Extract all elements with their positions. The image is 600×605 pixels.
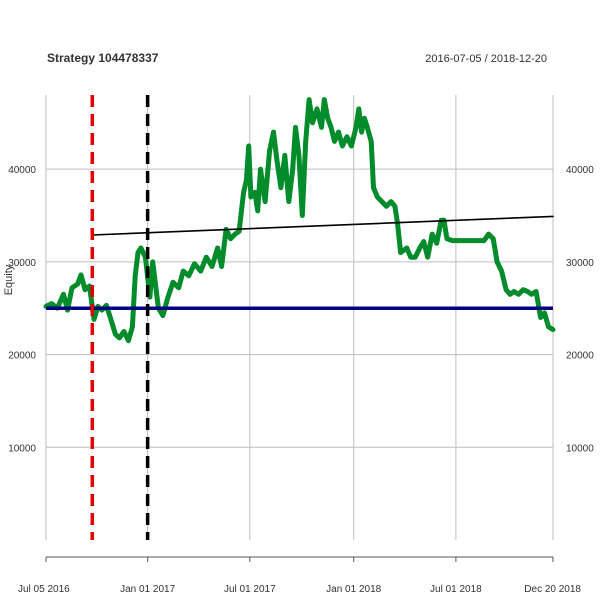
trend-line bbox=[91, 215, 554, 236]
x-tick-label: Jan 01 2017 bbox=[120, 584, 175, 595]
x-tick-label: Jul 01 2017 bbox=[224, 584, 276, 595]
x-tick-label: Jan 01 2018 bbox=[326, 584, 381, 595]
y-axis-label: Equity bbox=[3, 264, 15, 295]
y-tick-label-right: 20000 bbox=[566, 351, 594, 362]
x-tick-label: Jul 05 2016 bbox=[18, 584, 70, 595]
x-tick-label: Dec 20 2018 bbox=[524, 584, 581, 595]
y-tick-label-left: 20000 bbox=[8, 351, 36, 362]
y-tick-label-right: 30000 bbox=[566, 258, 594, 269]
date-range: 2016-07-05 / 2018-12-20 bbox=[425, 53, 547, 65]
y-tick-label-left: 10000 bbox=[8, 443, 36, 454]
y-tick-label-right: 10000 bbox=[566, 443, 594, 454]
x-tick-label: Jul 01 2018 bbox=[430, 584, 482, 595]
series bbox=[43, 97, 556, 344]
axes: 10000 10000 20000 20000 30000 30000 40000 40000… bbox=[8, 165, 594, 595]
reference-lines bbox=[46, 95, 553, 540]
y-tick-label-left: 40000 bbox=[8, 165, 36, 176]
y-tick-label-left: 30000 bbox=[8, 258, 36, 269]
y-tick-label-right: 40000 bbox=[566, 165, 594, 176]
chart-title: Strategy 104478337 bbox=[47, 51, 159, 65]
equity-series-line bbox=[43, 97, 556, 344]
